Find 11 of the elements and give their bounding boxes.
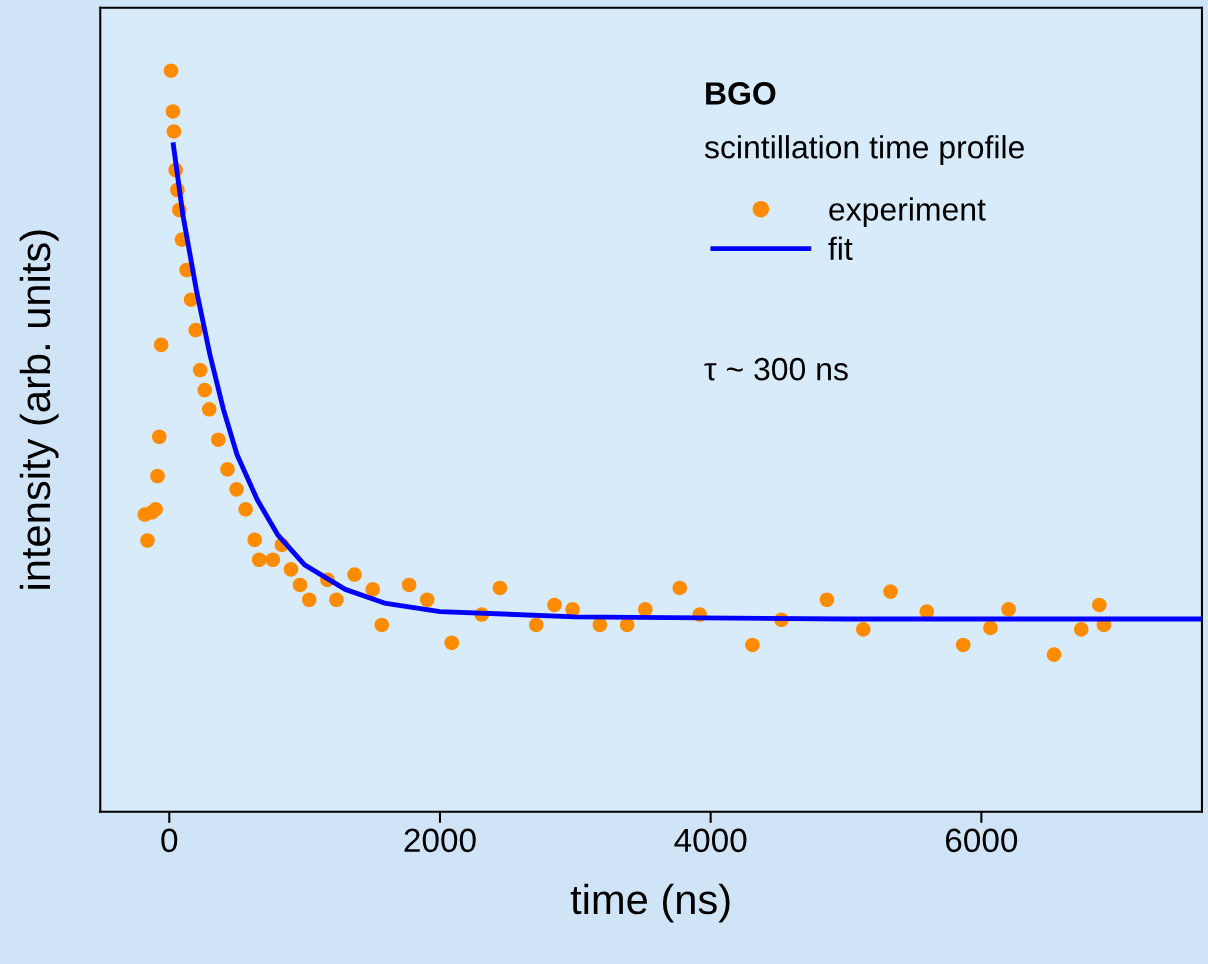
annotation: τ ~ 300 ns (704, 357, 848, 381)
x-tick-label: 4000 (674, 828, 747, 853)
annotation: BGO (706, 82, 776, 105)
legend-label: experiment (829, 197, 986, 228)
y-axis-title: intensity (arb. units) (19, 230, 59, 589)
x-tick-label: 0 (161, 828, 178, 853)
annotation: scintillation time profile (704, 135, 1024, 165)
x-tick-label: 6000 (945, 828, 1018, 853)
legend-label: fit (828, 236, 853, 261)
x-axis-title: time (ns) (570, 883, 730, 923)
x-tick-label: 2000 (404, 828, 476, 853)
